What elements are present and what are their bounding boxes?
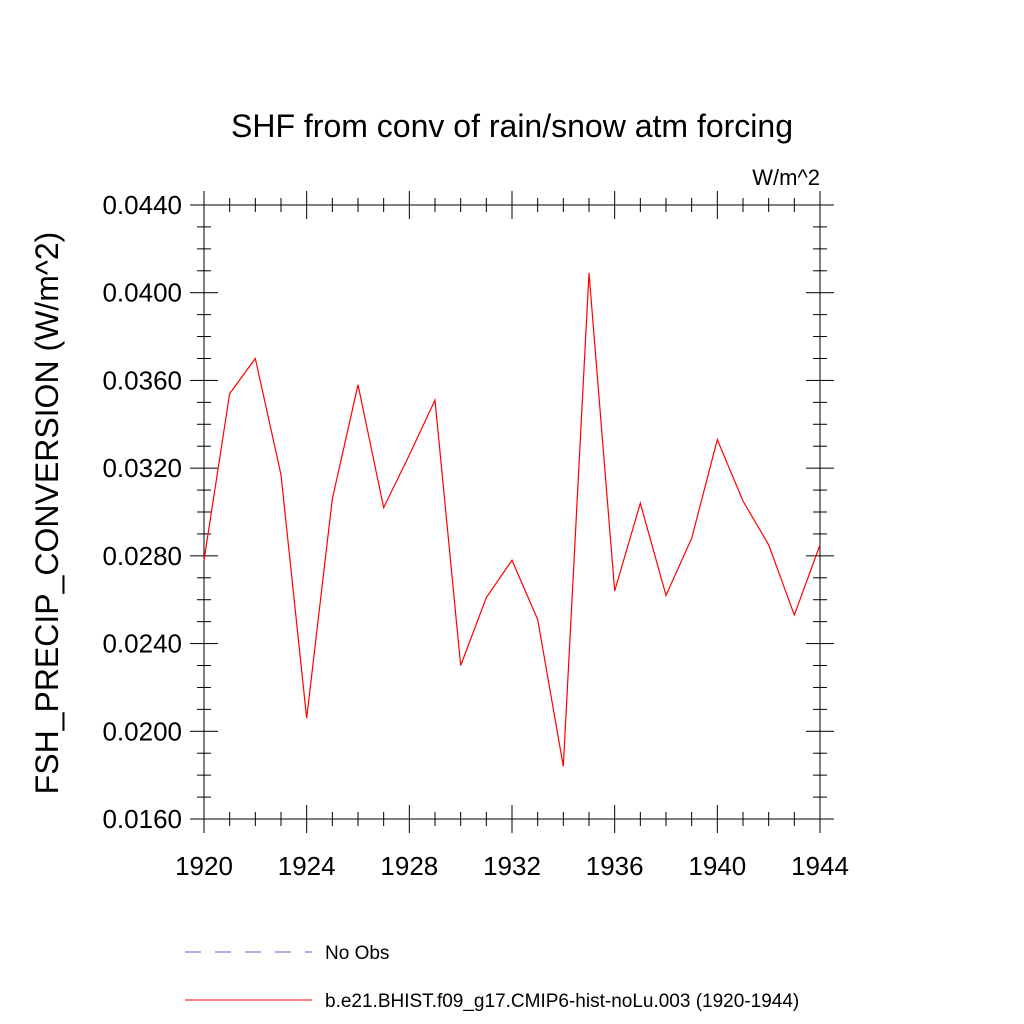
x-tick-label: 1920 <box>175 851 233 881</box>
y-axis-ticks: 0.0160 0.0200 0.0240 0.0280 0.0320 0.0360 0.04… <box>102 190 834 834</box>
y-tick-label: 0.0440 <box>102 190 182 220</box>
legend-label: No Obs <box>325 943 389 964</box>
y-tick-label: 0.0160 <box>102 804 182 834</box>
y-tick-label: 0.0320 <box>102 453 182 483</box>
x-tick-label: 1924 <box>278 851 336 881</box>
units-label: W/m^2 <box>752 165 820 190</box>
x-tick-label: 1940 <box>688 851 746 881</box>
series-layer <box>203 272 821 767</box>
x-tick-label: 1936 <box>586 851 644 881</box>
plot-area <box>203 204 821 820</box>
x-axis-ticks: 1920 1924 1928 1932 1936 1940 1944 <box>175 191 849 881</box>
legend-label: b.e21.BHIST.f09_g17.CMIP6-hist-noLu.003 … <box>325 991 799 1012</box>
y-tick-label: 0.0400 <box>102 278 182 308</box>
y-axis-label: FSH_PRECIP_CONVERSION (W/m^2) <box>29 232 65 795</box>
series-line <box>203 272 821 767</box>
x-tick-label: 1944 <box>791 851 849 881</box>
y-tick-label: 0.0360 <box>102 365 182 395</box>
y-tick-label: 0.0280 <box>102 541 182 571</box>
x-tick-label: 1932 <box>483 851 541 881</box>
y-tick-label: 0.0240 <box>102 629 182 659</box>
x-tick-label: 1928 <box>380 851 438 881</box>
legend: No Obs b.e21.BHIST.f09_g17.CMIP6-hist-noL… <box>185 943 799 1012</box>
chart-title: SHF from conv of rain/snow atm forcing <box>231 108 793 144</box>
y-tick-label: 0.0200 <box>102 716 182 746</box>
